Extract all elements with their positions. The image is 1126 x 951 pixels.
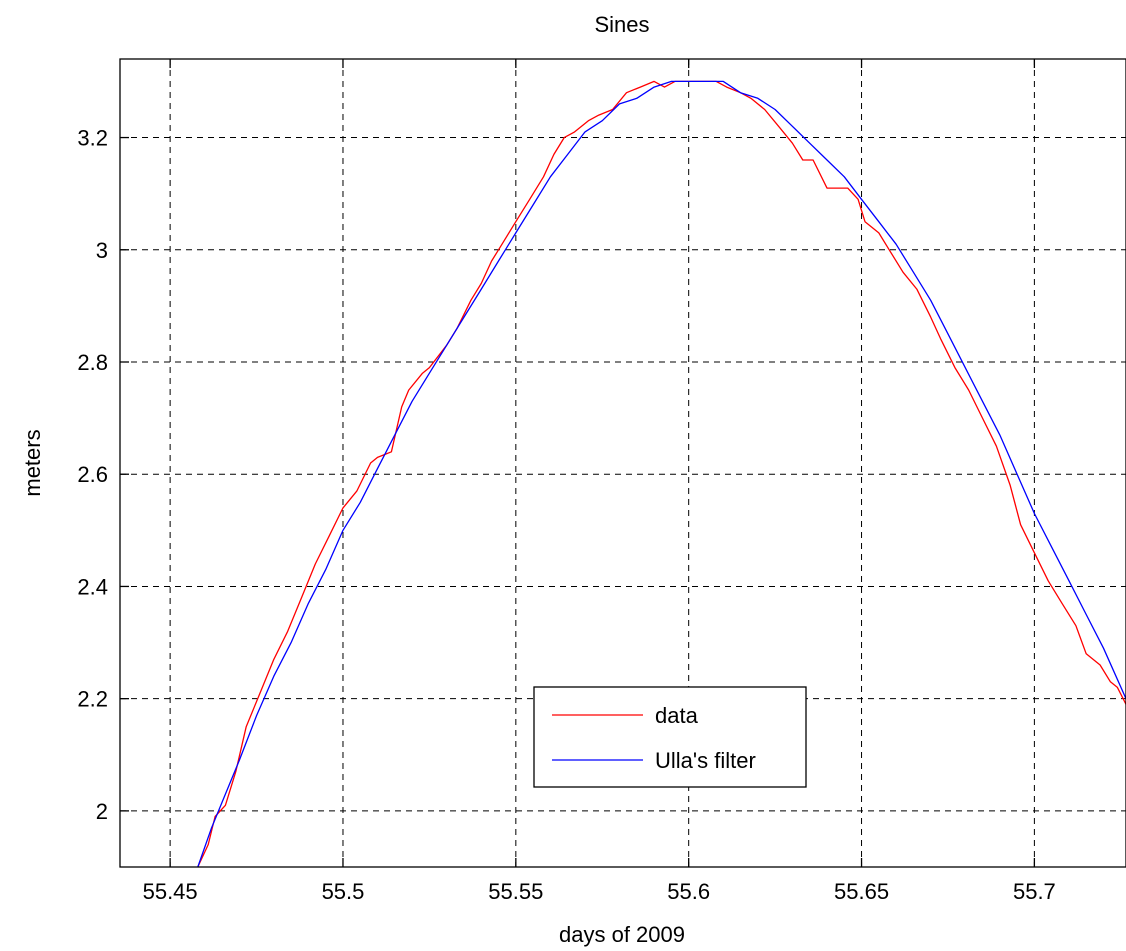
plot-series bbox=[197, 80, 1126, 868]
chart-title: Sines bbox=[594, 12, 649, 37]
y-tick-label: 2.6 bbox=[77, 462, 108, 487]
y-tick-label: 3.2 bbox=[77, 126, 108, 151]
axis-ticks: 55.45 55.5 55.55 55.6 55.65 55.7 2 2.2 2.4 2.6 2.8… bbox=[77, 59, 1056, 904]
y-tick-label: 2.4 bbox=[77, 574, 108, 599]
legend: data Ulla's filter bbox=[533, 686, 807, 788]
x-tick-label: 55.5 bbox=[322, 879, 365, 904]
x-tick-label: 55.45 bbox=[143, 879, 198, 904]
x-tick-label: 55.7 bbox=[1013, 879, 1056, 904]
y-tick-label: 3 bbox=[96, 238, 108, 263]
x-tick-label: 55.55 bbox=[488, 879, 543, 904]
y-tick-label: 2 bbox=[96, 799, 108, 824]
series-line-data bbox=[197, 80, 1126, 868]
x-tick-label: 55.6 bbox=[667, 879, 710, 904]
plot-frame bbox=[119, 58, 1126, 868]
y-tick-label: 2.2 bbox=[77, 687, 108, 712]
y-tick-label: 2.8 bbox=[77, 350, 108, 375]
series-line-filter bbox=[197, 80, 1126, 868]
legend-label-data: data bbox=[655, 703, 699, 728]
legend-label-filter: Ulla's filter bbox=[655, 748, 756, 773]
x-tick-label: 55.65 bbox=[834, 879, 889, 904]
y-axis-label: meters bbox=[20, 429, 45, 496]
legend-box bbox=[533, 686, 807, 788]
grid-lines bbox=[120, 59, 1126, 867]
x-axis-label: days of 2009 bbox=[559, 922, 685, 947]
